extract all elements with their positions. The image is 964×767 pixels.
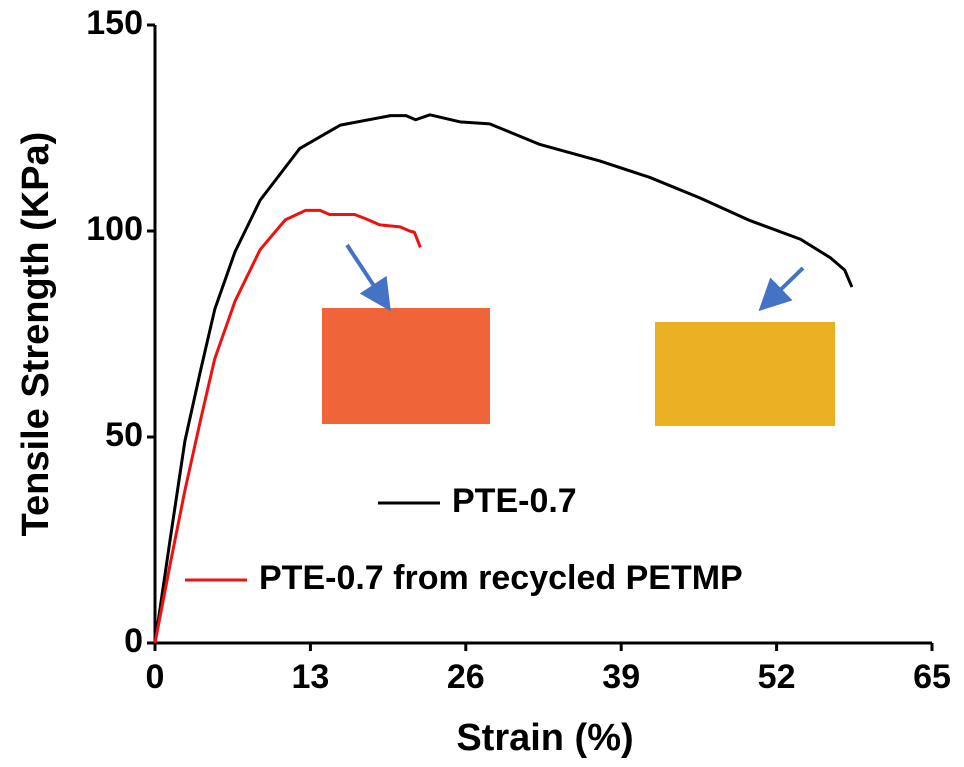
photo-sample-recycled [322, 308, 490, 424]
y-tick-label: 50 [105, 416, 143, 454]
y-tick-label: 0 [124, 622, 143, 660]
legend-label: PTE-0.7 [452, 482, 577, 520]
arrow [347, 245, 382, 298]
x-tick-label: 65 [913, 658, 951, 696]
y-tick-label: 150 [86, 4, 143, 42]
x-axis-title: Strain (%) [456, 717, 633, 759]
x-tick-label: 0 [146, 658, 165, 696]
photos [322, 245, 835, 426]
y-axis-title: Tensile Strength (KPa) [15, 132, 57, 537]
x-tick-label: 13 [291, 658, 329, 696]
legend-label: PTE-0.7 from recycled PETMP [259, 559, 743, 597]
x-tick-label: 26 [447, 658, 485, 696]
arrow [770, 268, 803, 300]
chart: Strain (%) Tensile Strength (KPa) 0 50 100… [0, 0, 964, 767]
photo-sample [655, 322, 835, 426]
x-tick-label: 39 [602, 658, 640, 696]
x-tick-label: 52 [758, 658, 796, 696]
y-tick-label: 100 [86, 210, 143, 248]
